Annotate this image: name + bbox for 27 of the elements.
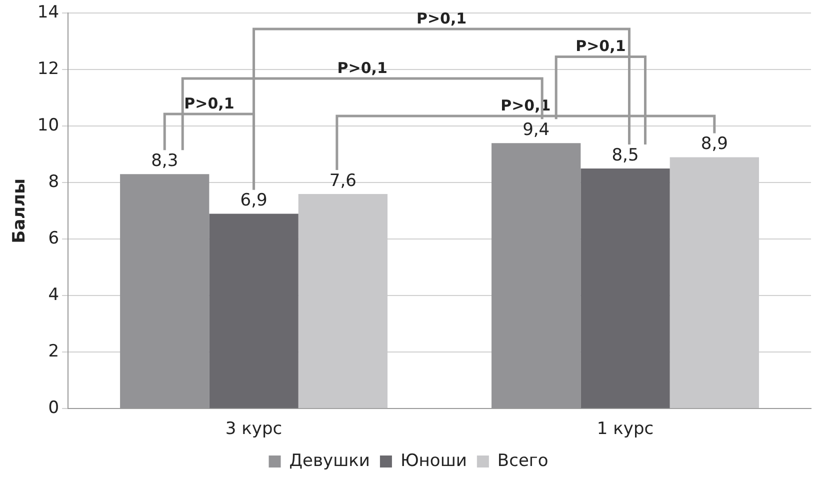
y-tick-label: 6 <box>48 228 60 249</box>
y-tick-label: 2 <box>48 342 60 362</box>
bar <box>580 168 670 408</box>
text: 7,6 <box>329 170 356 191</box>
legend-label: Всего <box>497 450 548 471</box>
text: 8,9 <box>700 134 728 154</box>
bar <box>209 214 298 408</box>
x-tick-label: 3 курс <box>225 419 282 440</box>
y-tick-label: 8 <box>48 172 60 192</box>
annotation: P>0,1 <box>416 9 467 28</box>
annotation: P>0,1 <box>500 96 551 114</box>
annotation: P>0,1 <box>184 94 234 112</box>
text: 8,5 <box>612 145 639 166</box>
text: 9,4 <box>522 120 550 140</box>
legend-label: Юноши <box>400 450 467 471</box>
legend-label: Девушки <box>289 450 370 471</box>
y-tick-label: 12 <box>37 59 60 80</box>
text: 6,9 <box>240 190 268 211</box>
x-tick-label: 1 курс <box>596 419 654 440</box>
y-tick-label: 0 <box>48 398 60 418</box>
text: 8,3 <box>151 151 178 172</box>
y-axis-title: Баллы <box>10 178 30 244</box>
y-tick-label: 10 <box>37 116 60 136</box>
y-tick-label: 14 <box>37 2 60 23</box>
annotation: P>0,1 <box>576 37 626 56</box>
annotation: P>0,1 <box>337 58 388 77</box>
y-tick-label: 4 <box>48 285 60 306</box>
